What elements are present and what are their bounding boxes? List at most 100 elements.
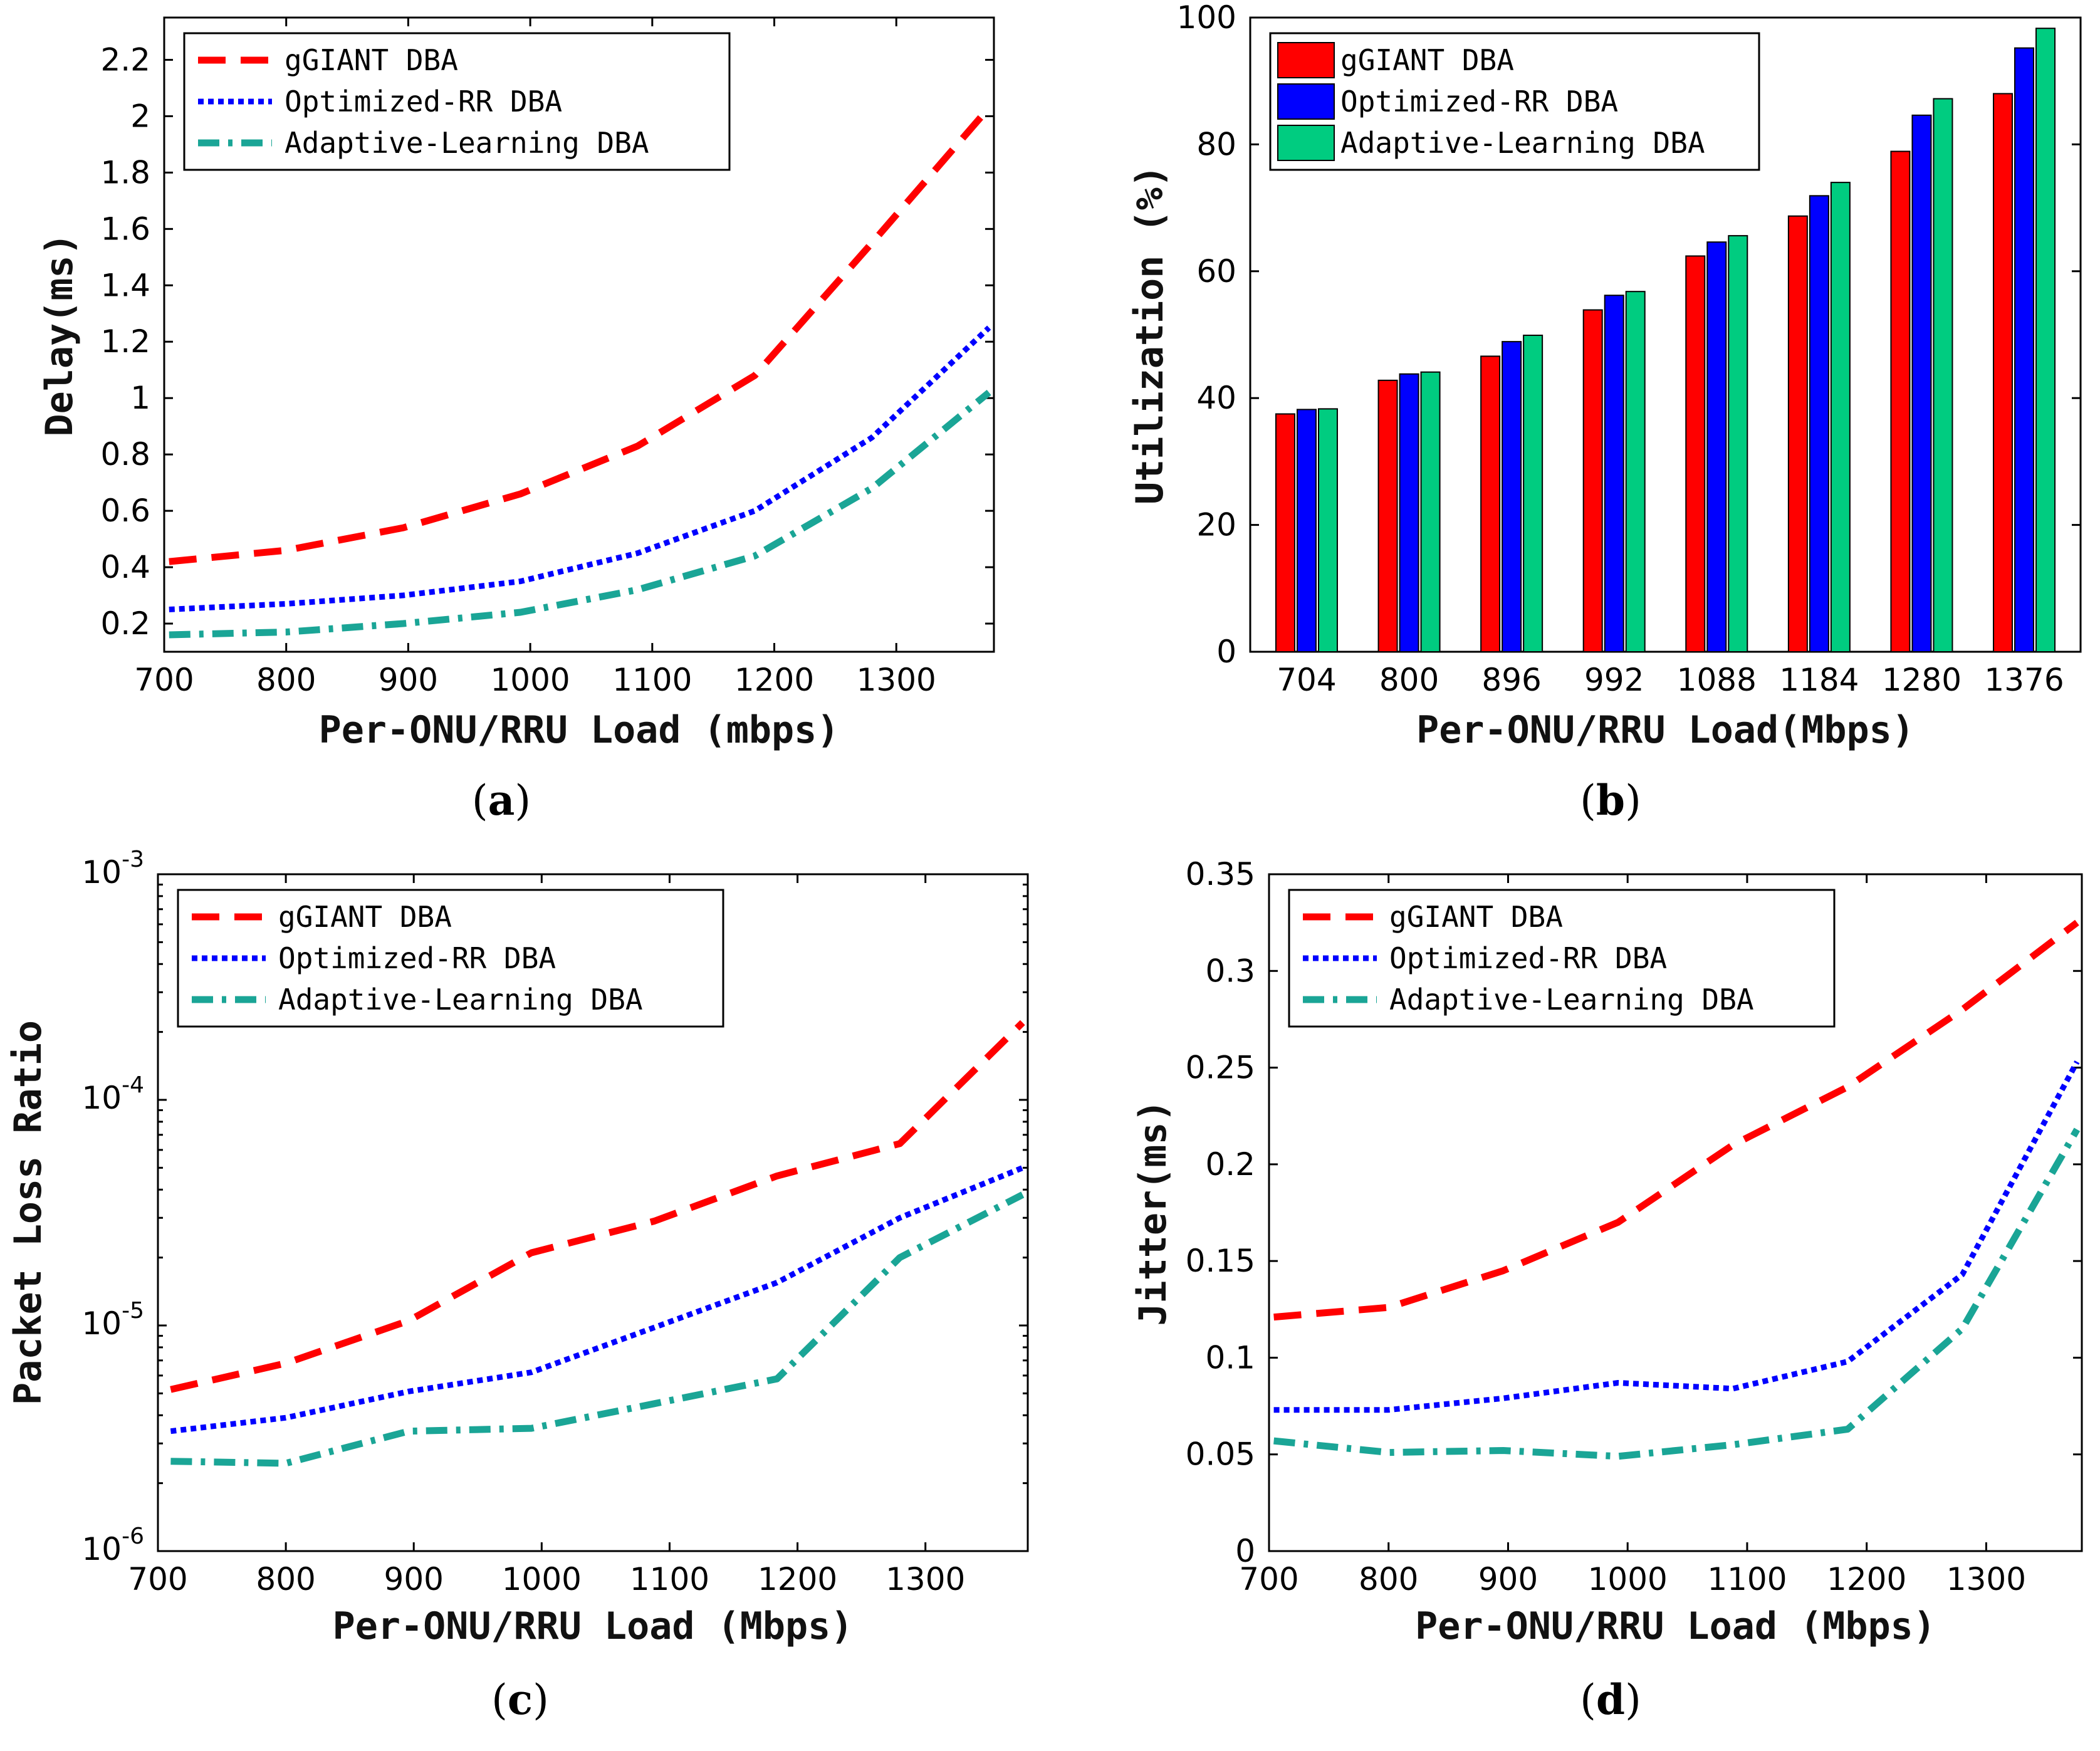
y-tick-label: 100 [1177,0,1236,36]
bar [1993,93,2014,652]
panel-caption: (b) [1580,776,1641,825]
plot-frame [157,873,1029,1552]
x-tick-label: 1200 [1827,1561,1906,1597]
bar [1502,341,1522,653]
y-tick-label: 1 [130,380,150,416]
x-tick-label: 896 [1481,662,1541,698]
bar [1830,182,1851,652]
y-tick-label: 20 [1196,507,1236,543]
caption-paren: ) [515,776,531,825]
series-line [1273,919,2079,1321]
panel-caption: (c) [491,1675,549,1724]
bar [1787,215,1808,653]
series-line [1273,1127,2081,1460]
legend-label: Adaptive-Learning DBA [278,983,643,1017]
y-tick-label: 0.05 [1186,1436,1255,1473]
x-tick-label: 1100 [630,1561,709,1597]
y-tick-label: 0.15 [1186,1243,1255,1279]
bar [1275,413,1295,652]
caption-paren: ) [1625,1676,1641,1724]
y-tick-label: 10-4 [81,1072,144,1116]
y-tick-label: 0.2 [100,605,150,642]
y-tick-label: 1.4 [100,267,150,303]
bar [1582,309,1603,653]
y-tick-label: 0.4 [100,549,150,585]
chart-panel-c: 700 800 900 1000 1100 1200 130010-610-510-410-… [6,847,1029,1724]
x-tick-label: 900 [1478,1561,1538,1597]
legend-label: gGIANT DBA [1389,900,1563,934]
bar [1625,291,1646,652]
y-tick-label: 1.2 [100,323,150,360]
legend-box [183,32,731,171]
legend-swatch [1277,125,1335,161]
caption-letter: d [1596,1675,1625,1724]
y-tick-label: 10-3 [81,847,144,891]
x-tick-label: 1280 [1882,662,1962,698]
y-tick-label: 0 [1235,1533,1255,1569]
chart-panel-d: 700 800 900 1000 1100 1200 1300 0 0.05 0.1 0.15 0.2… [1131,856,2083,1724]
series-line [169,105,992,565]
bar [1420,371,1441,652]
series-line [170,1165,1024,1435]
bar [2035,28,2056,653]
y-tick-exponent: -5 [122,1298,144,1324]
series-line [170,1191,1025,1467]
y-tick-label: 0.2 [1205,1146,1255,1183]
plot-frame [163,16,995,653]
bar [1911,114,1932,652]
caption-letter: b [1596,776,1625,825]
y-tick-label: 0.35 [1186,856,1255,892]
legend-label: Adaptive-Learning DBA [1340,126,1705,160]
legend-swatch [1277,42,1335,78]
legend-label: gGIANT DBA [285,43,458,77]
x-tick-label: 700 [134,662,194,698]
x-tick-label: 1300 [885,1561,965,1597]
y-tick-label: 40 [1196,380,1236,416]
x-tick-label: 1100 [1707,1561,1787,1597]
x-tick-label: 992 [1584,662,1644,698]
y-tick-label: 1.8 [100,154,150,191]
y-tick-label: 0.8 [100,436,150,473]
bar [1480,355,1501,653]
y-axis-title: Jitter(ms) [1131,1099,1175,1325]
x-tick-label: 1000 [1588,1561,1668,1597]
x-tick-label: 700 [128,1561,187,1597]
caption-paren: ( [1580,776,1596,825]
bar [1317,408,1338,652]
y-tick-exponent: -3 [122,847,144,872]
caption-letter: a [488,776,515,825]
bar [2014,47,2035,653]
y-tick-label: 10-5 [81,1298,144,1342]
y-axis-title: Packet Loss Ratio [6,1020,50,1405]
y-tick-exponent: -6 [122,1524,144,1549]
legend-label: Optimized-RR DBA [285,85,562,118]
legend-label: gGIANT DBA [278,900,452,934]
y-tick-label: 2.2 [100,41,150,78]
x-tick-label: 800 [256,1561,315,1597]
bar [1809,195,1829,652]
bar [1706,241,1727,652]
y-tick-label: 2 [130,98,150,134]
y-tick-label: 0.3 [1205,953,1255,989]
legend-box [1269,32,1760,171]
x-tick-label: 800 [1379,662,1439,698]
bar [1523,335,1544,653]
x-axis-title: Per-ONU/RRU Load (Mbps) [333,1604,854,1648]
x-axis-title: Per-ONU/RRU Load (mbps) [319,708,840,752]
legend-label: Optimized-RR DBA [1389,941,1667,975]
y-tick-label: 10-6 [81,1524,144,1567]
caption-paren: ( [491,1676,508,1724]
series-line [169,325,991,612]
bar [1399,373,1419,653]
x-tick-label: 900 [384,1561,444,1597]
series-line [170,1020,1025,1393]
x-tick-label: 800 [1359,1561,1418,1597]
x-tick-label: 1200 [734,662,814,698]
chart-panel-a: 700 800 900 1000 1100 1200 1300 0.2 0.4 0.6 0.8 1 1.… [38,16,995,825]
panel-caption: (d) [1580,1675,1641,1724]
x-axis-title: Per-ONU/RRU Load (Mbps) [1415,1604,1936,1648]
caption-paren: ( [1580,1676,1596,1724]
bar [1728,235,1748,652]
caption-paren: ( [472,776,488,825]
bar [1933,98,1953,652]
